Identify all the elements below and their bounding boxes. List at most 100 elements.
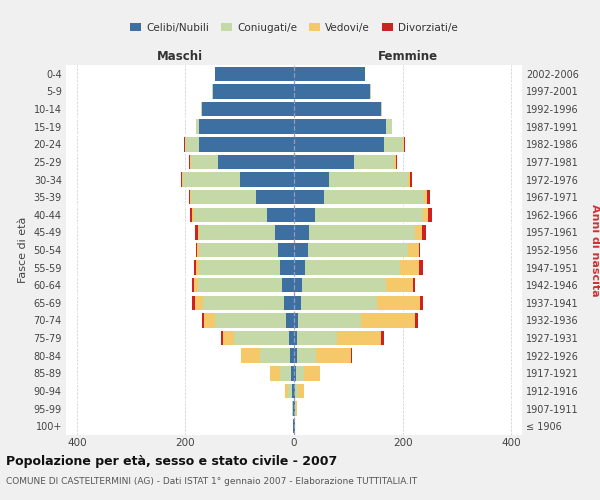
Bar [218,154,294,169]
Bar [294,66,365,81]
Bar [215,314,286,328]
Bar [188,154,190,169]
Bar [422,225,426,240]
Bar [199,243,278,257]
Bar [295,402,296,416]
Bar [408,172,410,186]
Y-axis label: Anni di nascita: Anni di nascita [590,204,600,296]
Bar [294,314,298,328]
Bar [314,208,423,222]
Text: Maschi: Maschi [157,50,203,63]
Bar [294,402,295,416]
Bar [199,137,294,152]
Bar [294,102,381,117]
Bar [304,366,320,380]
Bar [415,314,418,328]
Bar [410,172,412,186]
Bar [241,348,260,363]
Bar [415,225,422,240]
Bar [260,348,290,363]
Bar [294,208,314,222]
Bar [419,260,423,275]
Bar [294,331,297,345]
Bar [181,172,182,186]
Bar [188,190,190,204]
Bar [288,384,292,398]
Bar [267,208,294,222]
Text: Popolazione per età, sesso e stato civile - 2007: Popolazione per età, sesso e stato civil… [6,455,337,468]
Bar [298,384,304,398]
Bar [199,260,280,275]
Bar [386,120,392,134]
Bar [403,137,404,152]
Bar [408,243,419,257]
Bar [301,296,377,310]
Bar [296,366,304,380]
Bar [198,225,199,240]
Bar [294,260,305,275]
Bar [329,172,408,186]
Bar [309,225,415,240]
Bar [199,225,275,240]
Bar [284,296,294,310]
Bar [192,296,194,310]
Bar [386,278,413,292]
Bar [223,331,234,345]
Bar [383,137,403,152]
Bar [289,331,294,345]
Bar [297,348,316,363]
Bar [293,402,294,416]
Bar [294,137,383,152]
Bar [297,331,337,345]
Bar [191,190,256,204]
Bar [194,208,267,222]
Bar [278,243,294,257]
Bar [294,172,329,186]
Bar [308,243,408,257]
Bar [184,137,185,152]
Text: Femmine: Femmine [378,50,438,63]
Bar [193,208,194,222]
Bar [324,190,424,204]
Bar [280,260,294,275]
Bar [305,260,400,275]
Bar [427,190,430,204]
Bar [215,66,294,81]
Bar [381,331,383,345]
Bar [294,384,295,398]
Bar [424,190,427,204]
Bar [212,84,294,98]
Bar [400,260,419,275]
Bar [196,243,197,257]
Bar [190,208,193,222]
Bar [351,348,352,363]
Bar [294,296,301,310]
Bar [294,120,386,134]
Bar [404,137,405,152]
Bar [194,278,198,292]
Bar [191,154,218,169]
Bar [194,260,196,275]
Y-axis label: Fasce di età: Fasce di età [18,217,28,283]
Bar [192,278,194,292]
Bar [294,366,296,380]
Bar [198,278,282,292]
Bar [202,314,205,328]
Bar [337,331,381,345]
Bar [291,366,294,380]
Bar [194,296,203,310]
Bar [294,348,297,363]
Bar [286,384,288,398]
Bar [269,366,280,380]
Bar [294,84,370,98]
Bar [195,225,198,240]
Bar [234,331,289,345]
Bar [395,154,397,169]
Bar [316,348,351,363]
Bar [361,314,415,328]
Bar [185,137,199,152]
Text: COMUNE DI CASTELTERMINI (AG) - Dati ISTAT 1° gennaio 2007 - Elaborazione TUTTITA: COMUNE DI CASTELTERMINI (AG) - Dati ISTA… [6,478,417,486]
Bar [420,296,422,310]
Bar [294,278,302,292]
Bar [196,120,199,134]
